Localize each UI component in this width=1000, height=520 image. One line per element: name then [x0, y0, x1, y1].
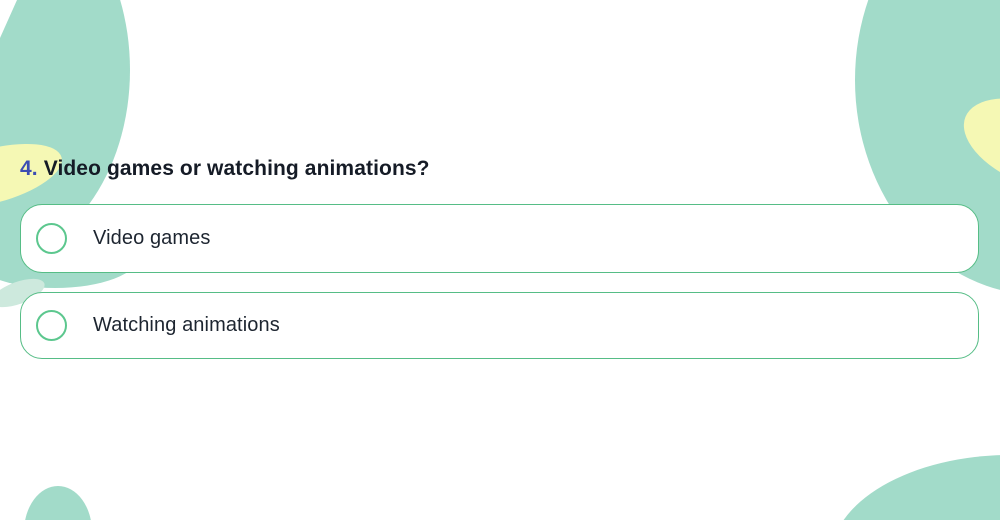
option-label: Video games — [93, 227, 211, 249]
question-text: Video games or watching animations? — [43, 157, 430, 180]
option-card-video-games[interactable]: Video games — [20, 204, 979, 273]
radio-icon[interactable] — [36, 223, 67, 254]
option-card-watching-animations[interactable]: Watching animations — [20, 292, 979, 359]
radio-icon[interactable] — [36, 310, 67, 341]
question: 4. Video games or watching animations? — [20, 155, 430, 183]
option-label: Watching animations — [93, 314, 280, 336]
question-number: 4. — [20, 157, 38, 180]
